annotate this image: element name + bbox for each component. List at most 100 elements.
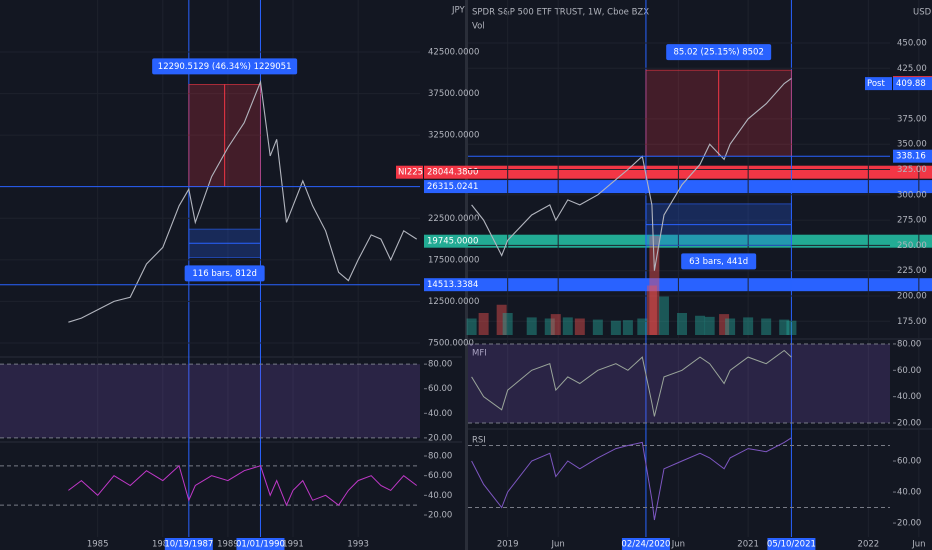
volume-bar (478, 313, 489, 335)
price-line (68, 79, 417, 323)
volume-bar (574, 318, 585, 335)
y-tick-label: 20.00 (428, 511, 452, 521)
volume-bar (637, 318, 648, 335)
indicator-label: MFI (472, 349, 487, 359)
indicator-line (471, 349, 792, 417)
volume-bar (502, 313, 513, 335)
indicator-band (468, 343, 890, 423)
y-tick-label: 60.00 (428, 471, 452, 481)
indicator-band (0, 364, 420, 438)
y-tick-label: 350.00 (897, 140, 927, 150)
measure-label: 85.02 (25.15%) 8502 (673, 48, 763, 58)
y-tick-label: 40.00 (428, 491, 452, 501)
y-tick-label: 425.00 (897, 64, 927, 74)
price-tag-label: 28044.3800 (427, 168, 478, 178)
x-tick-label: 01/01/1990 (236, 540, 285, 550)
y-tick-label: 7500.0000 (428, 338, 474, 348)
volume-bar (725, 318, 736, 335)
y-tick-label: 60.00 (428, 384, 452, 394)
x-tick-label: 10/19/1987 (164, 540, 213, 550)
y-tick-label: 200.00 (897, 292, 927, 302)
y-tick-label: 32500.0000 (428, 131, 479, 141)
volume-bar (761, 318, 772, 335)
x-tick-label: Jun (551, 540, 565, 550)
date-tag (164, 538, 213, 550)
y-tick-label: 80.00 (428, 360, 452, 370)
indicator-line (68, 464, 418, 507)
volume-bar (677, 313, 688, 335)
x-tick-label: 1985 (87, 540, 109, 550)
volume-bar (496, 304, 507, 335)
price-tag-label: 19745.0000 (427, 237, 478, 247)
y-tick-label: 17500.0000 (428, 255, 479, 265)
volume-bar (649, 236, 660, 335)
volume-bar (622, 320, 633, 335)
volume-bar (610, 320, 621, 335)
y-tick-label: 60.00 (897, 457, 921, 467)
y-tick-label: 20.00 (428, 433, 452, 443)
volume-bar (695, 315, 706, 335)
y-tick-label: 20.00 (897, 418, 921, 428)
price-tag (893, 149, 932, 163)
y-tick-label: 40.00 (897, 392, 921, 402)
y-tick-label: 60.00 (897, 366, 921, 376)
volume-bar (466, 318, 477, 335)
volume-bar (786, 320, 797, 335)
y-tick-label: 22500.0000 (428, 214, 479, 224)
price-tag-label: 409.88 (896, 79, 926, 89)
volume-bar (743, 317, 754, 335)
date-tag (236, 538, 285, 550)
range-label: 63 bars, 441d (689, 257, 748, 267)
volume-bar (562, 317, 573, 335)
volume-bar (592, 319, 603, 335)
y-tick-label: 20.00 (897, 519, 921, 529)
volume-bar (704, 316, 715, 335)
range-label-box (184, 265, 265, 282)
x-tick-label: 1993 (347, 540, 369, 550)
volume-bar (719, 314, 730, 335)
x-tick-label: 2021 (737, 540, 759, 550)
date-tag (621, 538, 670, 550)
date-tag (767, 538, 816, 550)
y-tick-label: 80.00 (897, 339, 921, 349)
symbol-tag (396, 165, 423, 179)
volume-bar (658, 296, 669, 335)
indicator-label: RSI (472, 436, 486, 446)
y-tick-label: 450.00 (897, 39, 927, 49)
y-tick-label: 325.00 (897, 165, 927, 175)
y-tick-label: 40.00 (897, 488, 921, 498)
y-tick-label: 300.00 (897, 190, 927, 200)
x-tick-label: Jun (911, 540, 925, 550)
range-label-box (681, 253, 757, 270)
y-tick-label: 40.00 (428, 409, 452, 419)
x-tick-label: 05/10/2021 (767, 540, 816, 550)
volume-bar (646, 285, 657, 335)
volume-bar (526, 317, 537, 335)
y-tick-label: 37500.0000 (428, 89, 479, 99)
price-tag (893, 77, 932, 91)
measure-label-box (666, 44, 772, 61)
symbol-tag (865, 77, 892, 91)
y-tick-label: 250.00 (897, 241, 927, 251)
symbol-tag-label: NI225 (398, 168, 423, 178)
x-tick-label: 1989 (217, 540, 239, 550)
x-tick-label: 2022 (858, 540, 880, 550)
y-tick-label: 175.00 (897, 317, 927, 327)
volume-bar (544, 318, 555, 335)
y-tick-label: 42500.0000 (428, 48, 479, 58)
chart-title: SPDR S&P 500 ETF TRUST, 1W, Cboe BZX (472, 8, 649, 18)
x-tick-label: Jun (671, 540, 685, 550)
volume-bar (779, 319, 790, 335)
indicator-line (471, 437, 792, 521)
measure-label-box (152, 58, 298, 75)
symbol-tag-label: Post (867, 79, 885, 89)
x-tick-label: 1991 (282, 540, 304, 550)
x-tick-label: 02/24/2020 (621, 540, 670, 550)
y-tick-label: 275.00 (897, 216, 927, 226)
unit-label: JPY (451, 6, 465, 16)
volume-bar (550, 314, 561, 335)
x-tick-label: 1987 (152, 540, 174, 550)
price-tag-label: 338.16 (896, 152, 926, 162)
